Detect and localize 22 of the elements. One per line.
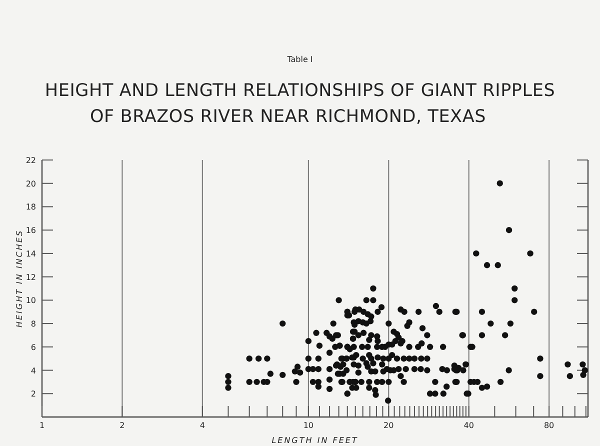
y-tick-label: 10: [26, 296, 36, 306]
y-tick-label: 16: [26, 226, 36, 236]
y-tick-label: 4: [30, 366, 36, 376]
y-tick-label: 8: [30, 320, 36, 329]
y-tick-label: 2: [30, 390, 36, 399]
y-tick-label: 6: [30, 342, 36, 352]
x-axis-title: LENGTH IN FEET: [272, 436, 358, 445]
y-tick-label: 18: [26, 202, 36, 212]
text: Table I: [286, 55, 313, 64]
x-tick-label: 20: [384, 421, 394, 430]
x-tick-label: 80: [544, 421, 554, 430]
y-tick-label: 22: [26, 156, 36, 165]
x-tick-label: 10: [303, 421, 314, 430]
y-tick-label: 20: [26, 179, 36, 188]
y-tick-label: 12: [26, 272, 36, 282]
x-tick-label: 40: [464, 421, 474, 430]
y-tick-label: 14: [26, 249, 36, 258]
x-tick-label: 4: [200, 421, 205, 430]
x-tick-label: 1: [39, 421, 45, 430]
chart-title: HEIGHT AND LENGTH RELATIONSHIPS OF GIANT RIPPLES OF BRAZOS RIVER NEAR RICHMOND, TEXAS: [44, 81, 556, 127]
y-axis-title: HEIGHT IN INCHES: [15, 229, 24, 328]
x-tick-label: 2: [120, 421, 125, 430]
